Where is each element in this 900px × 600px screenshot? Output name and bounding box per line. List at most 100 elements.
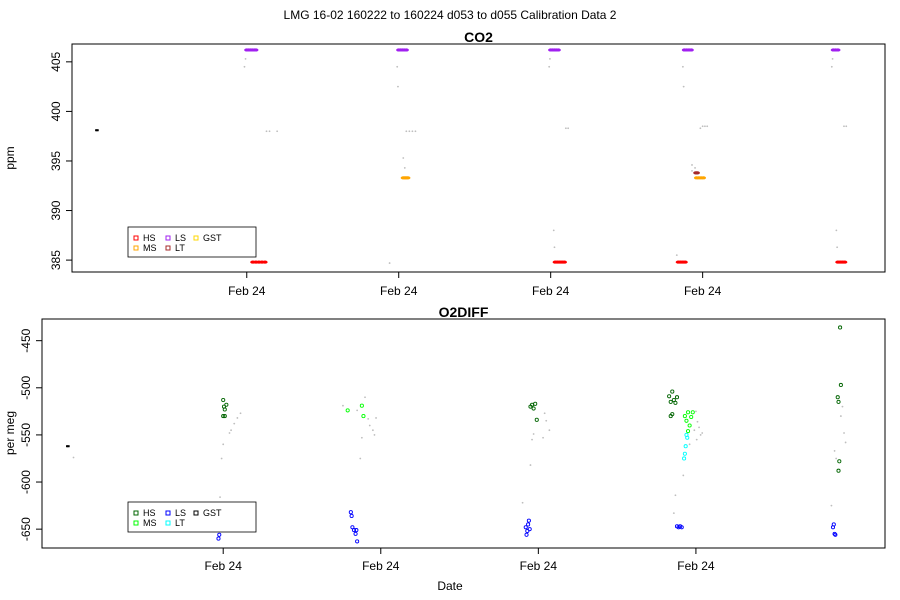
data-point <box>531 438 533 441</box>
data-point <box>675 254 678 257</box>
data-point <box>523 525 528 530</box>
data-point <box>72 456 75 459</box>
data-point <box>688 48 694 52</box>
data-point <box>694 167 696 169</box>
data-point <box>667 394 672 399</box>
data-point <box>838 382 843 388</box>
data-point <box>221 414 226 419</box>
data-point <box>534 417 539 422</box>
data-point <box>532 433 535 435</box>
data-point <box>222 443 225 446</box>
data-point <box>345 408 350 413</box>
data-point <box>527 527 532 532</box>
data-point <box>403 48 409 52</box>
data-point <box>839 415 842 417</box>
x-tick-label: Feb 24 <box>520 559 558 573</box>
data-point <box>543 412 546 415</box>
data-point <box>224 402 229 407</box>
data-point <box>694 171 700 175</box>
data-point <box>691 169 693 172</box>
data-point <box>243 65 246 68</box>
y-tick-label: -500 <box>19 375 33 399</box>
data-point <box>236 417 239 419</box>
data-point <box>354 528 359 533</box>
co2-panel: CO2 ppm 385 390 395 400 405 Feb 24 Feb 24 Feb 24 F… <box>3 29 886 298</box>
data-point <box>683 444 688 449</box>
data-point <box>219 496 221 499</box>
data-point <box>674 494 677 497</box>
data-point <box>691 164 693 166</box>
data-point <box>845 125 848 128</box>
data-point <box>222 414 227 419</box>
data-point <box>679 525 684 530</box>
data-point <box>836 468 841 473</box>
legend-swatch <box>165 245 171 251</box>
data-point <box>239 412 242 415</box>
data-point <box>542 436 544 439</box>
plot-frame <box>41 318 886 549</box>
y-axis-label: ppm <box>3 146 17 169</box>
data-point <box>553 246 556 249</box>
legend-label: MS <box>143 518 157 528</box>
data-point <box>701 125 704 128</box>
data-point <box>706 125 709 128</box>
data-point <box>830 65 833 68</box>
data-point <box>685 435 690 440</box>
data-point <box>533 401 538 406</box>
data-point <box>835 457 838 460</box>
data-point <box>405 130 408 133</box>
data-point <box>835 229 838 232</box>
data-point <box>355 539 360 544</box>
data-point <box>699 127 702 130</box>
x-tick-label: Feb 24 <box>677 559 715 573</box>
data-point <box>690 410 695 415</box>
data-point <box>349 513 354 519</box>
data-point <box>220 457 223 460</box>
data-point <box>835 395 840 400</box>
data-point <box>524 532 529 537</box>
data-point <box>529 464 532 466</box>
data-point <box>682 260 688 264</box>
data-point <box>342 404 344 407</box>
legend-swatch <box>133 520 139 526</box>
y-tick-label: 405 <box>49 52 63 72</box>
data-point <box>844 441 847 444</box>
y-tick-label: 385 <box>49 250 63 270</box>
legend-swatch <box>193 510 199 516</box>
data-point <box>831 522 836 527</box>
x-tick-label: Feb 24 <box>532 284 570 298</box>
data-point <box>265 130 268 133</box>
legend-swatch <box>133 245 139 251</box>
plot-frame <box>71 43 886 273</box>
y-tick-label: -650 <box>19 517 33 541</box>
data-point <box>701 432 704 434</box>
o2diff-panel: O2DIFF per meg -450 -500 -550 -600 -650 Feb 24 F… <box>3 304 886 573</box>
data-point <box>402 157 405 159</box>
data-point <box>695 438 698 441</box>
legend-swatch <box>165 235 171 241</box>
legend-label: LS <box>175 233 186 243</box>
data-point <box>268 130 271 133</box>
data-point <box>843 125 845 128</box>
data-point <box>371 429 374 432</box>
data-point <box>695 410 697 413</box>
panel-title: CO2 <box>464 29 493 45</box>
data-point <box>222 407 227 412</box>
data-point <box>836 399 841 404</box>
data-point <box>688 443 691 446</box>
y-tick-label: 395 <box>49 151 63 171</box>
y-tick-label: 400 <box>49 101 63 121</box>
data-point <box>531 406 536 411</box>
data-point <box>672 512 675 515</box>
data-point <box>526 522 531 527</box>
data-point <box>262 260 268 264</box>
data-point <box>276 130 279 133</box>
legend-label: HS <box>143 508 156 518</box>
data-point <box>841 405 844 408</box>
data-point <box>217 532 222 537</box>
data-point <box>689 414 694 420</box>
data-point <box>228 432 231 434</box>
data-point <box>838 325 843 330</box>
data-point <box>360 436 363 439</box>
data-point <box>670 412 675 417</box>
